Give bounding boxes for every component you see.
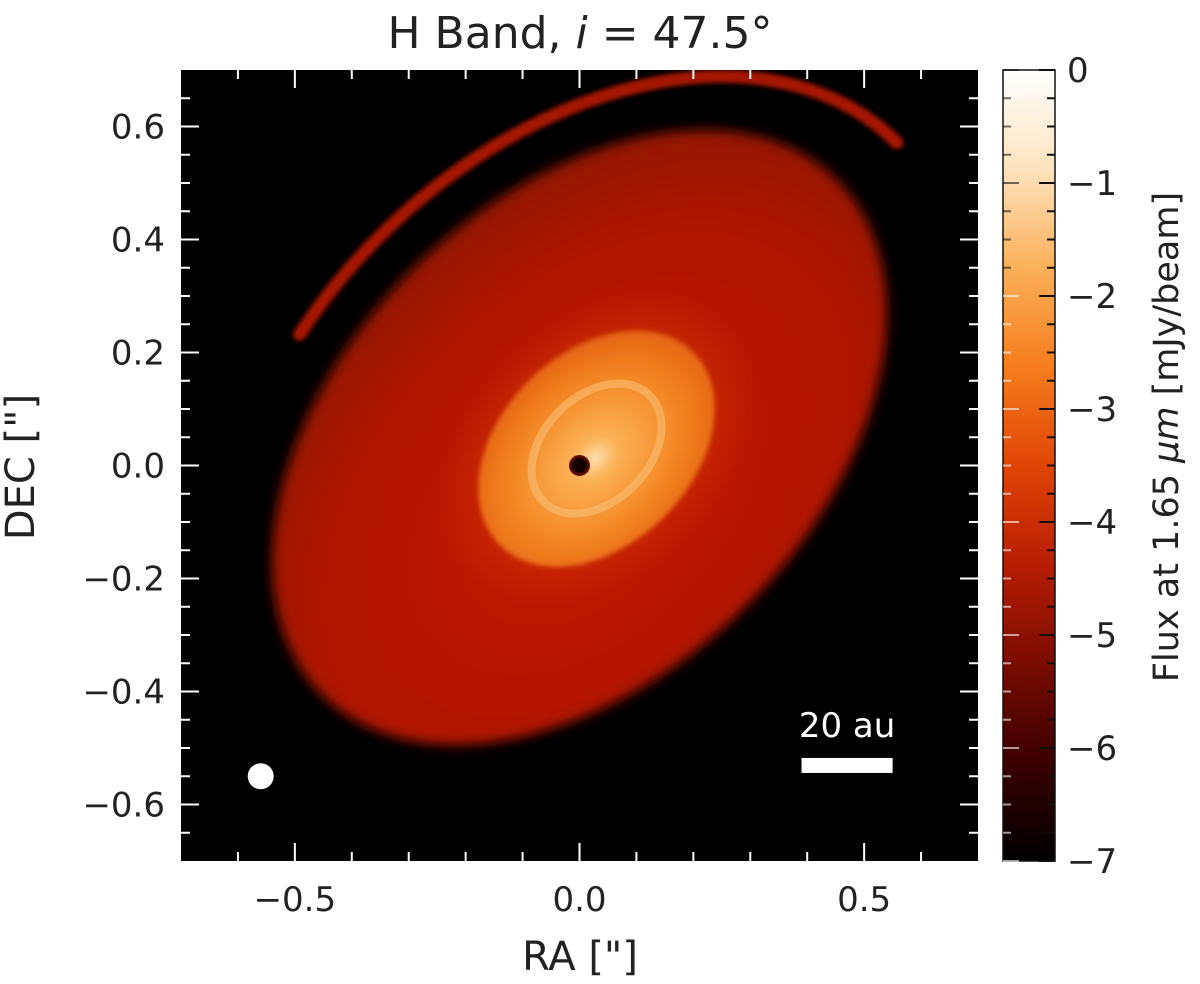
- y-axis-label: DEC ["]: [0, 394, 44, 540]
- scale-bar-label: 20 au: [799, 706, 895, 746]
- image-panel: 20 au: [181, 70, 978, 861]
- x-tick-label: 0.5: [837, 880, 891, 920]
- scale-bar: [801, 757, 893, 773]
- x-tick-label: −0.5: [254, 880, 337, 920]
- x-axis-label: RA ["]: [522, 934, 638, 980]
- colorbar-tick-labels: 0 −1 −2 −3 −4 −5 −6 −7: [1067, 51, 1117, 882]
- image-frame-ticks: [181, 70, 978, 861]
- colorbar-tick-label: −5: [1067, 616, 1117, 656]
- colorbar-tick-label: −4: [1067, 503, 1117, 543]
- beam-marker: [247, 763, 274, 790]
- x-tick-labels: −0.5 0.0 0.5: [254, 880, 892, 920]
- y-tick-label: 0.6: [111, 108, 165, 148]
- colorbar-ticks: [1003, 69, 1055, 862]
- inner-disk-ring: [527, 379, 666, 518]
- y-tick-label: 0.2: [111, 334, 165, 374]
- colorbar-tick-label: −6: [1067, 729, 1117, 769]
- y-tick-labels: 0.6 0.4 0.2 0.0 −0.2 −0.4 −0.6: [82, 108, 165, 826]
- colorbar: 0 −1 −2 −3 −4 −5 −6 −7 Flux at 1.65 μm [mJy/bea…: [1002, 51, 1187, 882]
- y-tick-label: 0.4: [111, 221, 165, 261]
- colorbar-tick-label: −7: [1067, 842, 1117, 882]
- central-star-hole: [569, 455, 590, 476]
- inner-disk: [478, 330, 715, 567]
- outer-ring-arc: [212, 70, 970, 828]
- colorbar-tick-label: −3: [1067, 390, 1117, 430]
- y-tick-label: −0.2: [82, 560, 165, 600]
- y-tick-label: −0.6: [82, 786, 165, 826]
- y-tick-label: 0.0: [111, 447, 165, 487]
- y-tick-label: −0.4: [82, 673, 165, 713]
- chart-title: H Band, i = 47.5°: [387, 8, 772, 59]
- x-tick-label: 0.0: [552, 880, 606, 920]
- colorbar-label: Flux at 1.65 μm [mJy/beam]: [1147, 192, 1187, 682]
- colorbar-tick-label: −2: [1067, 277, 1117, 317]
- colorbar-tick-label: 0: [1067, 51, 1089, 91]
- colorbar-tick-label: −1: [1067, 164, 1117, 204]
